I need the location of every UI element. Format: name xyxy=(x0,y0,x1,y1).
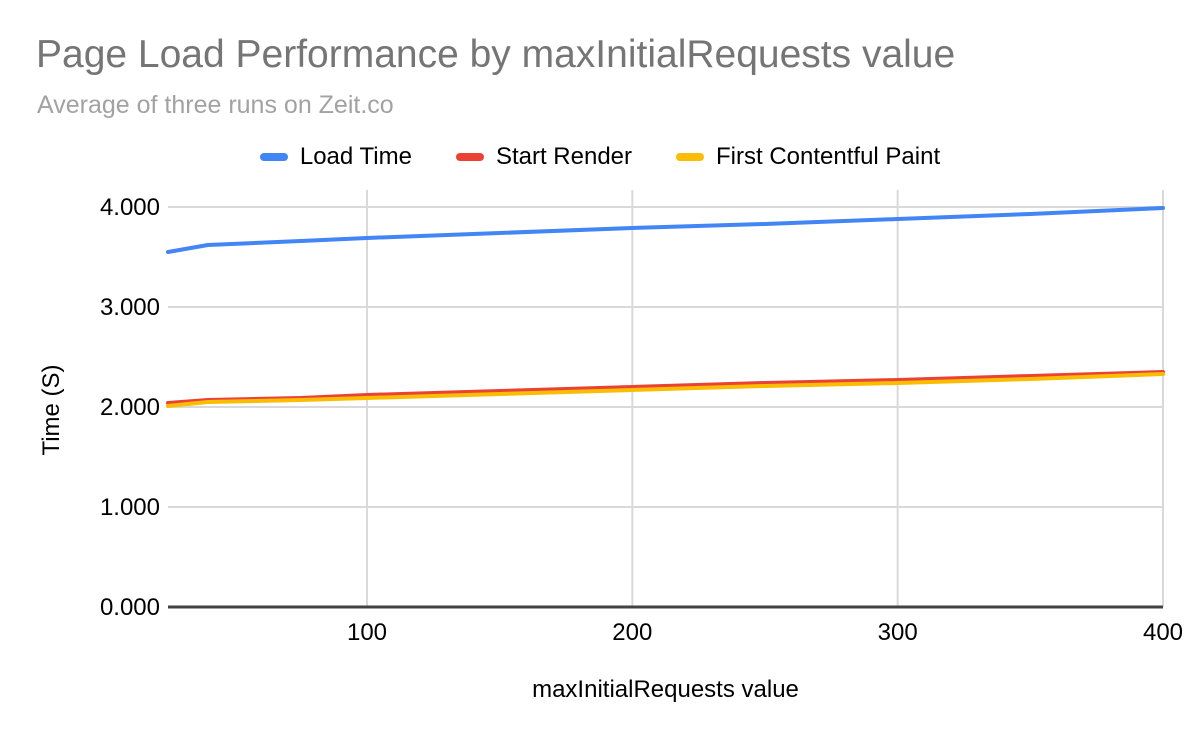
legend-item-load-time: Load Time xyxy=(259,143,412,171)
y-tick-label: 1.000 xyxy=(100,494,160,521)
series-line-load-time xyxy=(166,206,1165,254)
legend-label-start-render: Start Render xyxy=(495,143,633,170)
y-tick-label: 3.000 xyxy=(100,294,160,321)
chart-subtitle: Average of three runs on Zeit.co xyxy=(37,91,394,119)
y-tick-label: 0.000 xyxy=(100,594,160,621)
x-tick-label: 200 xyxy=(612,619,652,646)
legend-swatch-first-contentful-paint xyxy=(676,153,705,161)
x-tick-label: 400 xyxy=(1143,619,1183,646)
series-line-first-contentful-paint xyxy=(166,372,1165,408)
x-axis-title: maxInitialRequests value xyxy=(532,676,799,703)
legend-swatch-start-render xyxy=(455,153,484,161)
legend-item-first-contentful-paint: First Contentful Paint xyxy=(676,143,940,171)
x-tick-label: 300 xyxy=(878,619,918,646)
y-tick-label: 4.000 xyxy=(100,194,160,221)
legend-label-load-time: Load Time xyxy=(299,143,412,170)
legend-swatch-load-time xyxy=(259,153,288,161)
y-axis-title: Time (S) xyxy=(38,364,65,456)
chart-title: Page Load Performance by maxInitialReque… xyxy=(36,33,956,76)
legend: Load Time Start Render First Contentful Pa… xyxy=(0,143,1200,171)
y-tick-label: 2.000 xyxy=(100,394,160,421)
x-tick-label: 100 xyxy=(347,619,387,646)
legend-item-start-render: Start Render xyxy=(455,143,633,171)
legend-label-first-contentful-paint: First Contentful Paint xyxy=(716,143,941,170)
